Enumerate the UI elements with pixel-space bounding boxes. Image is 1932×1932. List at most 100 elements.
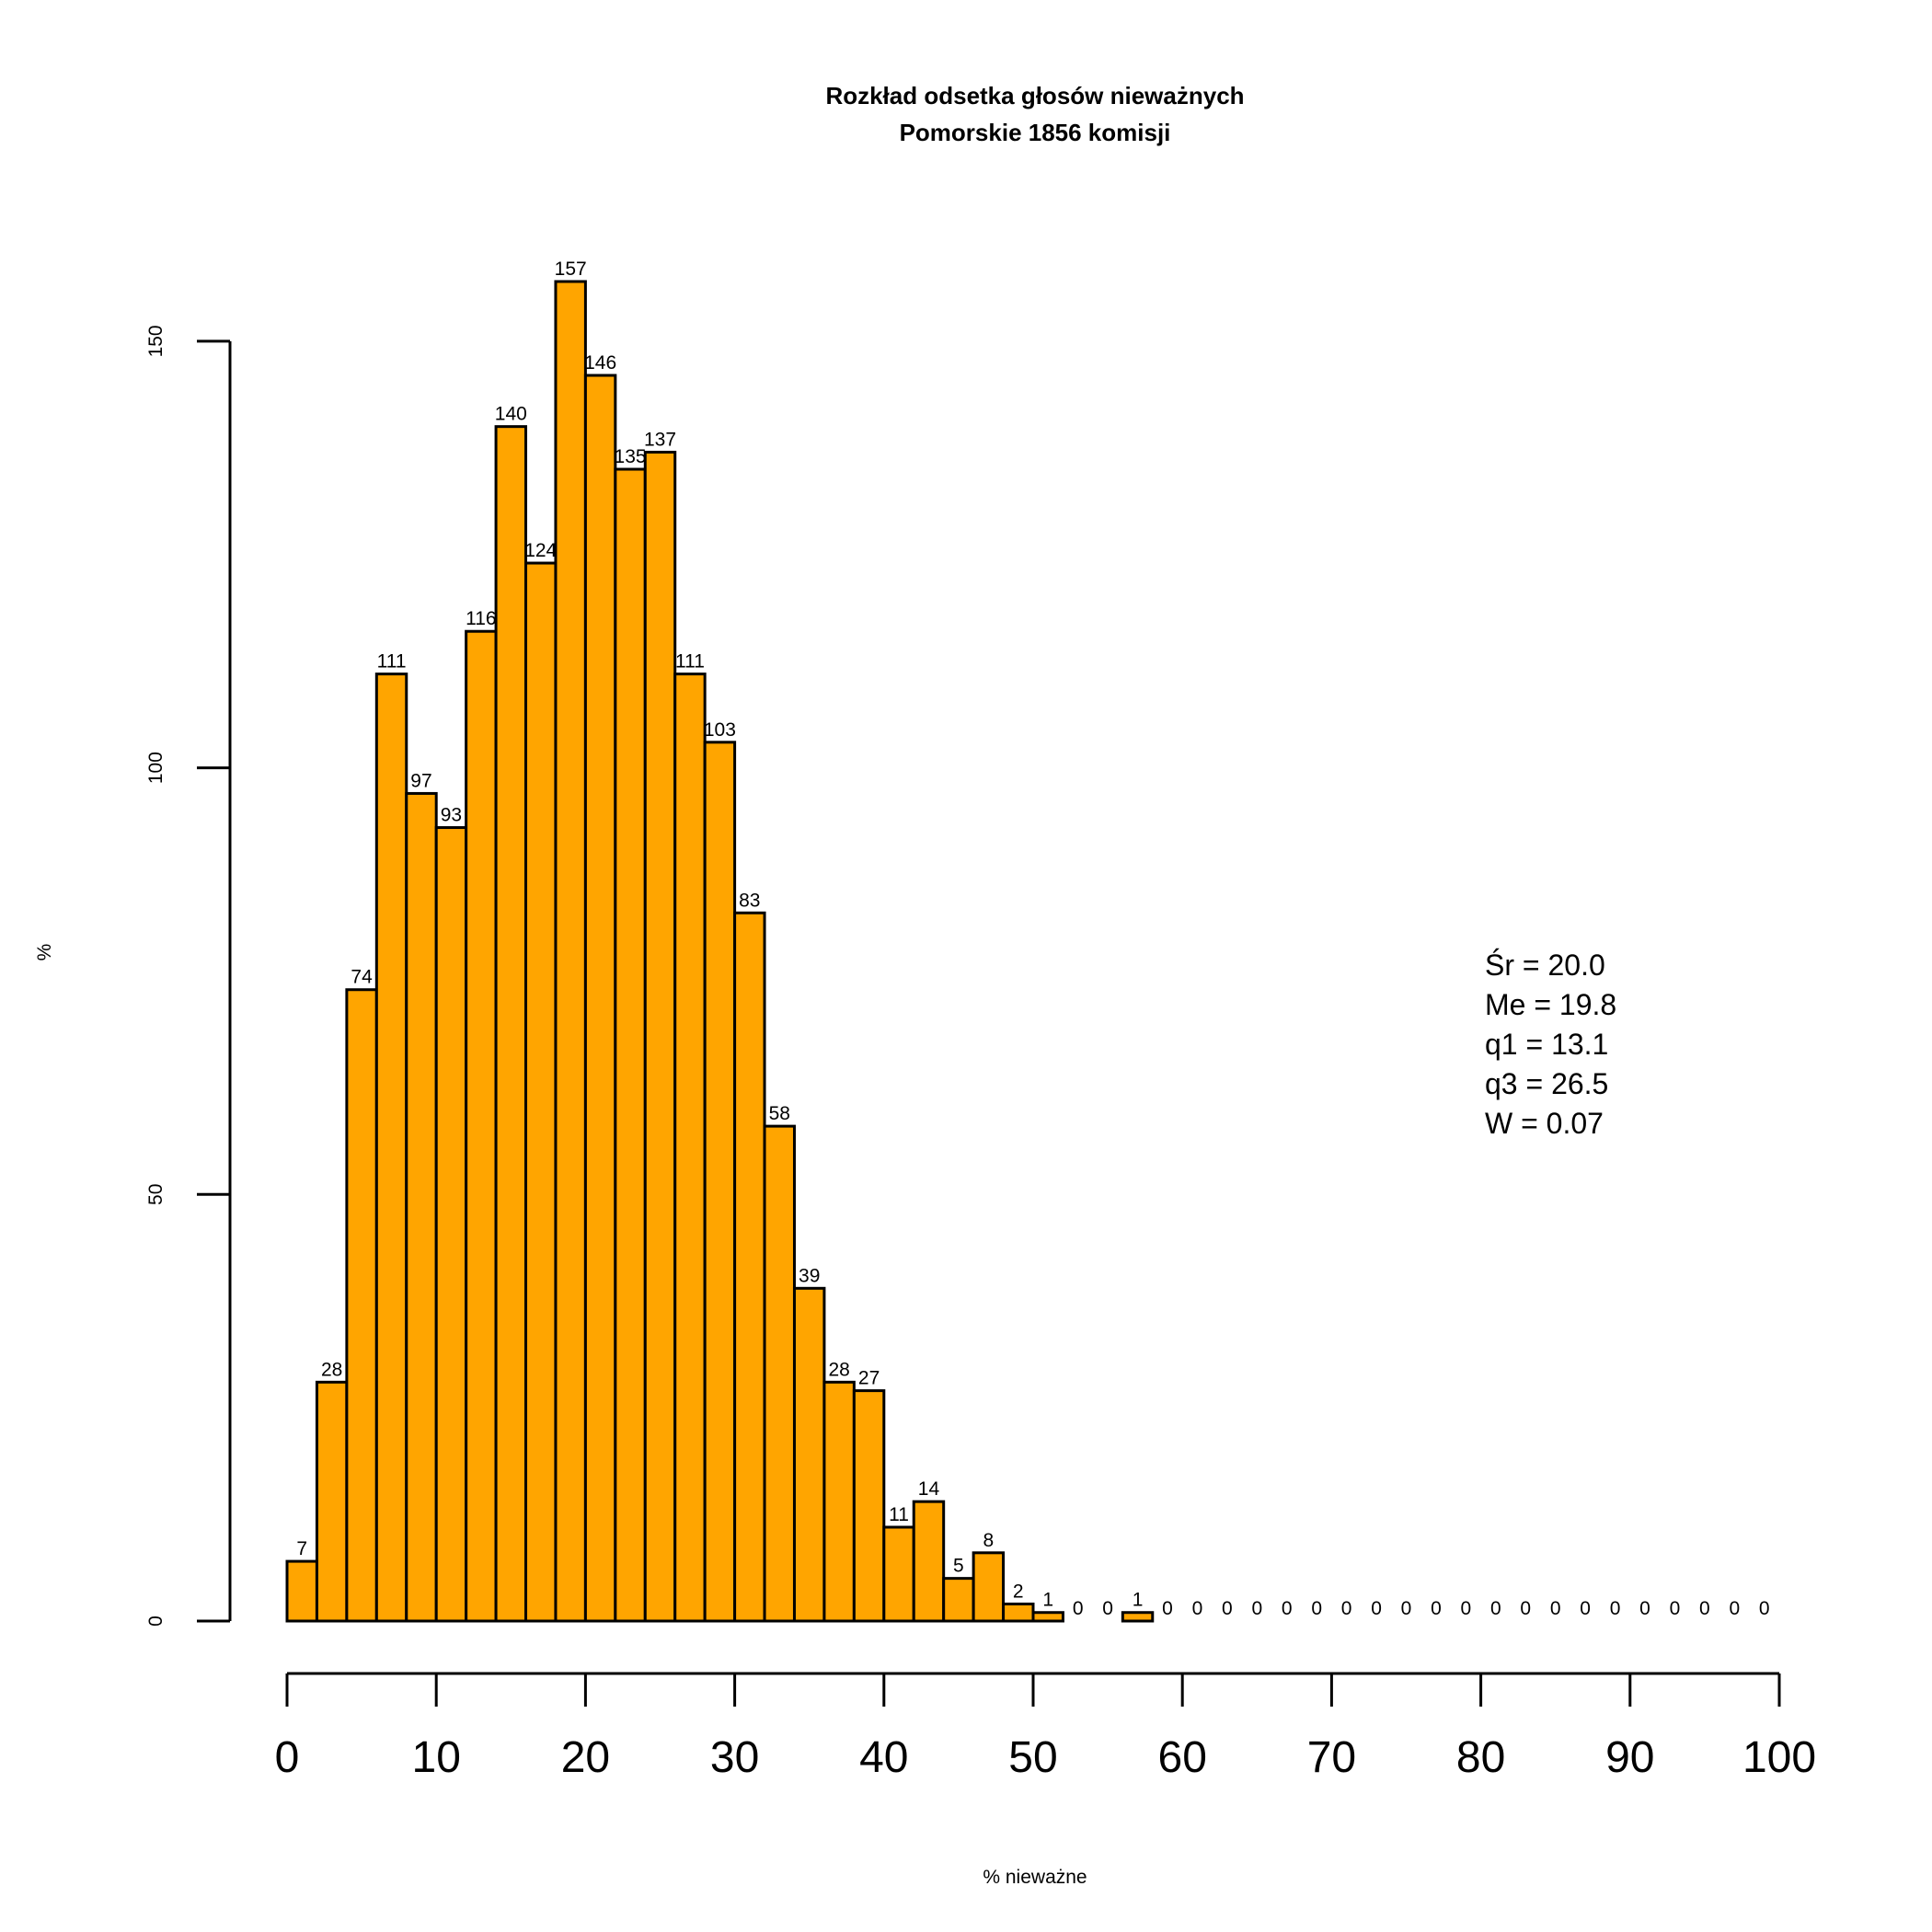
histogram-bar — [912, 1500, 946, 1623]
stat-line: q3 = 26.5 — [1485, 1067, 1608, 1100]
bar-count-label: 0 — [1610, 1598, 1621, 1619]
histogram-bar — [942, 1577, 975, 1623]
bar-count-label: 146 — [584, 352, 616, 374]
histogram-bar — [763, 1124, 796, 1623]
bar-count-label: 0 — [1192, 1598, 1203, 1619]
stat-line: q1 = 13.1 — [1485, 1028, 1608, 1061]
bar-count-label: 8 — [983, 1530, 994, 1551]
bar-count-label: 116 — [466, 608, 496, 629]
chart-title: Rozkład odsetka głosów nieważnych — [825, 82, 1244, 109]
histogram-bar — [792, 1286, 826, 1623]
x-tick-label: 10 — [412, 1733, 461, 1782]
bar-count-label: 28 — [828, 1359, 849, 1380]
histogram-bar — [345, 988, 378, 1623]
bar-count-label: 157 — [555, 259, 587, 280]
x-tick-label: 100 — [1742, 1733, 1816, 1782]
histogram-bar — [524, 561, 558, 1623]
bar-count-label: 0 — [1282, 1598, 1293, 1619]
stats-box: Śr = 20.0 Me = 19.8 q1 = 13.1 q3 = 26.5 W = … — [1485, 949, 1616, 1140]
bar-count-label: 0 — [1371, 1598, 1382, 1619]
histogram-bar — [583, 374, 617, 1623]
bar-count-label: 135 — [615, 446, 647, 467]
stat-line: W = 0.07 — [1485, 1107, 1604, 1140]
bar-count-label: 140 — [495, 404, 527, 425]
x-tick-label: 30 — [710, 1733, 759, 1782]
histogram-bar — [882, 1525, 915, 1623]
bar-count-label: 0 — [1759, 1598, 1770, 1619]
histogram-bar — [465, 629, 498, 1623]
bar-count-label: 39 — [799, 1265, 820, 1286]
histogram-bar — [434, 826, 468, 1623]
bar-count-label: 124 — [524, 540, 557, 561]
bar-count-label: 93 — [441, 805, 462, 826]
bar-count-label: 0 — [1431, 1598, 1442, 1619]
bar-count-label: 28 — [321, 1359, 342, 1380]
y-axis: 0 50 100 150 — [145, 325, 232, 1627]
bar-count-label: 0 — [1073, 1598, 1084, 1619]
bar-count-label: 0 — [1670, 1598, 1681, 1619]
bar-count-label: 0 — [1251, 1598, 1262, 1619]
x-tick-label: 50 — [1008, 1733, 1057, 1782]
histogram-bar — [554, 280, 587, 1623]
histogram-bar — [703, 741, 737, 1623]
y-tick-label: 50 — [145, 1184, 167, 1205]
x-tick-label: 90 — [1605, 1733, 1654, 1782]
bar-count-label: 0 — [1341, 1598, 1352, 1619]
histogram-bar — [1031, 1611, 1064, 1623]
y-tick-label: 150 — [145, 325, 167, 357]
bar-count-label: 137 — [644, 429, 676, 450]
x-axis: 0 10 20 30 40 50 60 70 80 90 100 — [275, 1672, 1816, 1782]
bar-count-label: 0 — [1401, 1598, 1412, 1619]
bar-count-label: 0 — [1520, 1598, 1531, 1619]
x-tick-label: 80 — [1456, 1733, 1505, 1782]
bar-count-label: 7 — [296, 1538, 307, 1559]
bar-count-label: 97 — [410, 770, 431, 791]
x-tick-label: 60 — [1158, 1733, 1207, 1782]
bar-labels-group: 7287411197931161401241571461351371111038… — [296, 259, 1769, 1619]
histogram-bar — [1002, 1602, 1035, 1623]
stat-line: Śr = 20.0 — [1485, 949, 1605, 982]
bars-group — [285, 280, 1155, 1623]
bar-count-label: 0 — [1729, 1598, 1740, 1619]
bar-count-label: 1 — [1133, 1590, 1144, 1611]
y-tick-label: 0 — [145, 1616, 167, 1627]
y-tick-label: 100 — [145, 752, 167, 784]
bar-count-label: 0 — [1222, 1598, 1233, 1619]
bar-count-label: 0 — [1461, 1598, 1472, 1619]
histogram-bar — [285, 1559, 318, 1623]
bar-count-label: 0 — [1639, 1598, 1650, 1619]
bar-count-label: 0 — [1550, 1598, 1561, 1619]
bar-count-label: 0 — [1311, 1598, 1322, 1619]
bar-count-label: 0 — [1699, 1598, 1710, 1619]
bar-count-label: 11 — [889, 1504, 909, 1525]
histogram-bar — [315, 1380, 349, 1623]
bar-count-label: 14 — [918, 1478, 940, 1500]
histogram-bar — [733, 911, 766, 1623]
chart-subtitle: Pomorskie 1856 komisji — [900, 119, 1171, 146]
x-tick-label: 0 — [275, 1733, 300, 1782]
bar-count-label: 0 — [1102, 1598, 1113, 1619]
histogram-bar — [972, 1551, 1006, 1623]
bar-count-label: 0 — [1490, 1598, 1501, 1619]
x-tick-label: 40 — [859, 1733, 908, 1782]
histogram-bar — [822, 1380, 856, 1623]
bar-count-label: 5 — [953, 1556, 964, 1577]
histogram-bar — [673, 673, 707, 1623]
bar-count-label: 1 — [1042, 1590, 1053, 1611]
x-tick-label: 20 — [561, 1733, 610, 1782]
bar-count-label: 0 — [1580, 1598, 1591, 1619]
histogram-bar — [614, 467, 647, 1623]
histogram-bar — [643, 450, 677, 1623]
stat-line: Me = 19.8 — [1485, 988, 1616, 1021]
x-tick-label: 70 — [1307, 1733, 1356, 1782]
x-axis-title: % nieważne — [983, 1867, 1087, 1888]
bar-count-label: 0 — [1162, 1598, 1173, 1619]
histogram-bar — [852, 1389, 886, 1623]
bar-count-label: 83 — [739, 890, 760, 911]
histogram-bar — [374, 673, 408, 1623]
bar-count-label: 111 — [675, 651, 705, 673]
histogram-bar — [1121, 1611, 1155, 1623]
histogram-bar — [405, 791, 438, 1623]
histogram-bar — [494, 425, 528, 1623]
